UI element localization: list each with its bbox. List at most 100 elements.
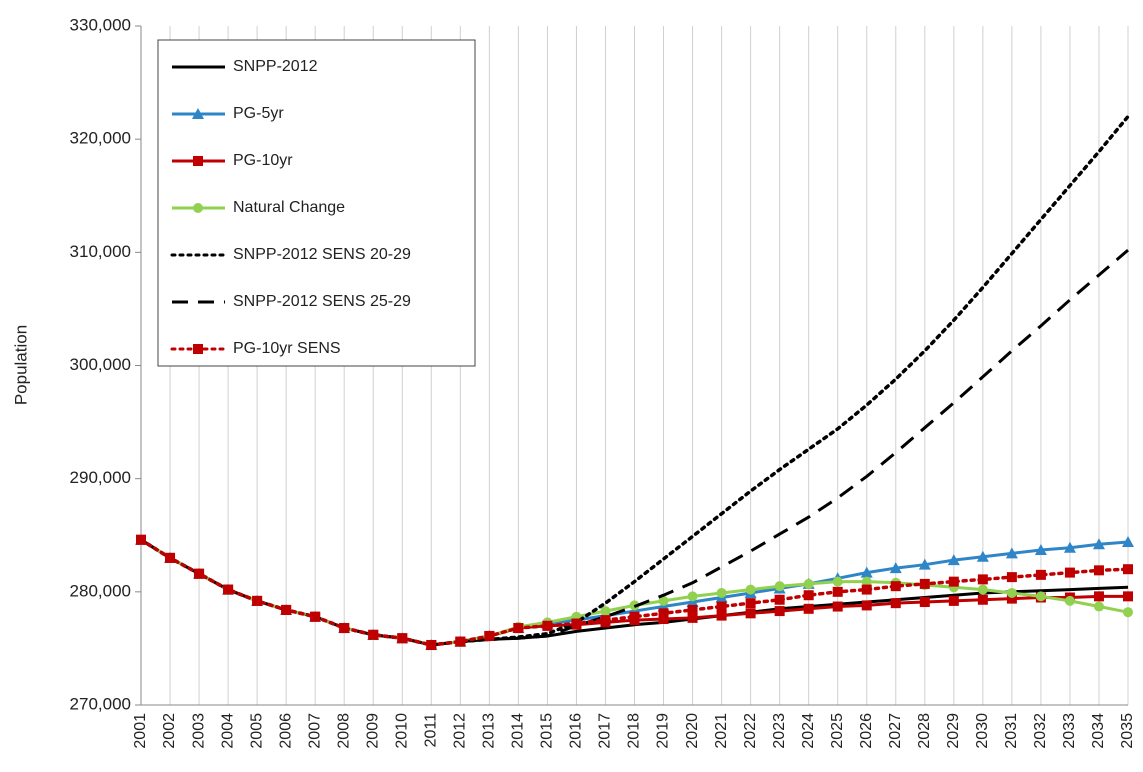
y-tick-label: 330,000 (70, 15, 131, 34)
marker (832, 601, 843, 612)
marker (426, 640, 437, 651)
x-tick-label: 2034 (1090, 713, 1107, 749)
marker (193, 203, 203, 213)
y-tick-label: 320,000 (70, 129, 131, 148)
x-tick-label: 2007 (306, 713, 323, 749)
marker (281, 604, 292, 615)
marker (571, 618, 582, 629)
marker (1122, 536, 1134, 548)
marker (455, 636, 466, 647)
marker (803, 603, 814, 614)
x-tick-label: 2023 (771, 713, 788, 749)
x-tick-label: 2024 (800, 713, 817, 749)
marker (948, 595, 959, 606)
series-line (139, 114, 1130, 647)
marker (310, 611, 321, 622)
marker (193, 344, 203, 354)
marker (600, 606, 611, 617)
x-tick-label: 2009 (364, 713, 381, 749)
x-tick-label: 2005 (248, 713, 265, 749)
marker (1063, 541, 1076, 553)
x-tick-label: 2026 (858, 713, 875, 749)
marker (687, 591, 698, 602)
marker (1064, 567, 1075, 578)
x-tick-label: 2004 (219, 713, 236, 749)
marker (745, 598, 756, 609)
x-tick-label: 2028 (916, 713, 933, 749)
marker (860, 566, 873, 578)
marker (1034, 543, 1047, 555)
marker (716, 587, 727, 598)
marker (252, 595, 263, 606)
marker (716, 601, 727, 612)
marker (339, 623, 350, 634)
marker (1035, 569, 1046, 580)
marker (658, 595, 669, 606)
legend-label: Natural Change (233, 199, 345, 216)
marker (1093, 565, 1104, 576)
y-tick-label: 270,000 (70, 694, 131, 713)
marker (1006, 593, 1017, 604)
x-tick-label: 2010 (393, 713, 410, 749)
legend-box (157, 39, 476, 367)
x-tick-label: 2018 (626, 713, 643, 749)
marker (948, 576, 959, 587)
legend-label: SNPP-2012 (233, 58, 318, 75)
y-axis-label: Population (11, 325, 30, 405)
marker (745, 584, 756, 595)
marker (136, 534, 146, 545)
legend-label: PG-10yr SENS (233, 340, 341, 357)
marker (223, 584, 234, 595)
marker (861, 576, 872, 587)
marker (484, 630, 495, 641)
marker (192, 108, 204, 119)
marker (977, 584, 988, 595)
x-tick-label: 2002 (161, 713, 178, 749)
marker (774, 594, 785, 605)
series-line (139, 538, 1130, 647)
marker (890, 598, 901, 609)
x-tick-label: 2012 (452, 713, 469, 749)
marker (658, 613, 669, 624)
marker (1093, 601, 1104, 612)
marker (774, 606, 785, 617)
legend-label: PG-10yr (233, 152, 293, 169)
marker (716, 610, 727, 621)
marker (918, 558, 931, 570)
x-tick-label: 2025 (829, 713, 846, 749)
y-tick-label: 280,000 (70, 581, 131, 600)
marker (1005, 547, 1018, 559)
x-tick-label: 2033 (1061, 713, 1078, 749)
marker (832, 586, 843, 597)
x-tick-label: 2027 (887, 713, 904, 749)
marker (803, 578, 814, 589)
y-tick-label: 290,000 (70, 468, 131, 487)
marker (832, 576, 843, 587)
marker (1064, 595, 1075, 606)
x-tick-label: 2013 (481, 713, 498, 749)
marker (513, 623, 524, 634)
marker (1092, 538, 1105, 550)
marker (1035, 591, 1046, 602)
marker (1093, 591, 1104, 602)
marker (919, 578, 930, 589)
marker (889, 562, 902, 574)
legend-label: SNPP-2012 SENS 20-29 (233, 246, 411, 263)
x-tick-label: 2008 (335, 713, 352, 749)
marker (947, 554, 960, 566)
x-tick-label: 2035 (1119, 713, 1136, 749)
legend-label: PG-5yr (233, 105, 284, 122)
marker (658, 608, 669, 619)
marker (686, 596, 699, 608)
marker (397, 633, 408, 644)
x-tick-label: 2031 (1003, 713, 1020, 749)
x-tick-label: 2030 (974, 713, 991, 749)
marker (977, 574, 988, 585)
marker (165, 552, 176, 563)
marker (1123, 564, 1133, 575)
marker (1123, 591, 1133, 602)
marker (774, 581, 785, 592)
marker (1123, 607, 1133, 618)
legend: SNPP-2012 PG-5yr PG-10yr Natural Change SNPP… (157, 39, 476, 367)
marker (861, 600, 872, 611)
